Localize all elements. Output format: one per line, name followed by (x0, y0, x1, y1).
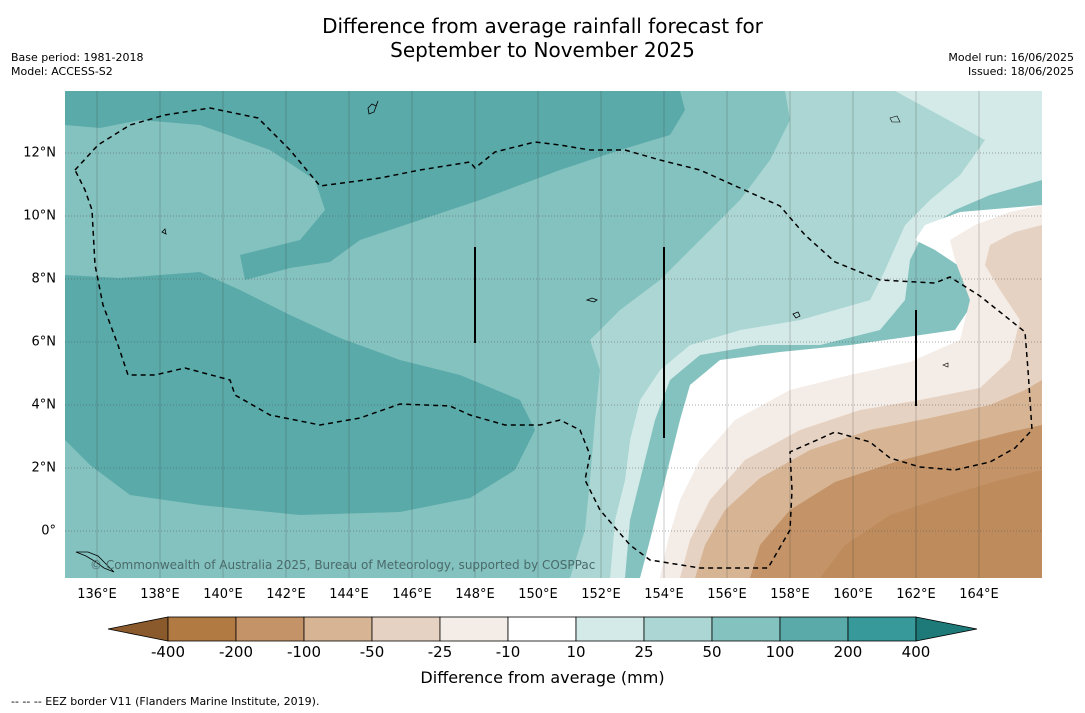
colorbar-swatch (439, 616, 509, 642)
eez-border (74, 107, 1033, 569)
rainfall-field (65, 91, 1042, 578)
model-info: Base period: 1981-2018 Model: ACCESS-S2 (11, 51, 143, 79)
colorbar-tick-label: -400 (150, 643, 186, 661)
lon-label: 152°E (581, 587, 621, 602)
longitude-markers (474, 247, 917, 438)
colorbar-tick-label: 50 (702, 643, 722, 661)
band-100-200-north (65, 91, 685, 280)
lon-label: 150°E (518, 587, 558, 602)
lat-label: 0° (41, 523, 56, 539)
lon-label: 140°E (203, 587, 243, 602)
colorbar-swatch (643, 616, 713, 642)
colorbar-tick-label: 10 (566, 643, 586, 661)
lat-label: 2°N (31, 460, 57, 476)
lon-label: 142°E (266, 587, 306, 602)
colorbar-extend-high (915, 616, 978, 642)
lon-label: 164°E (959, 587, 999, 602)
colorbar-tick-label: 200 (833, 643, 863, 661)
colorbar-tick-label: -10 (495, 643, 521, 661)
lon-label: 154°E (644, 587, 684, 602)
lat-label: 12°N (23, 145, 56, 161)
colorbar-tick-label: -50 (359, 643, 385, 661)
colorbar-swatch (303, 616, 373, 642)
title-line-2: September to November 2025 (390, 38, 695, 62)
lat-label: 6°N (31, 334, 57, 350)
model-name: Model: ACCESS-S2 (11, 65, 113, 78)
islands (75, 100, 949, 573)
issued-date: Issued: 18/06/2025 (967, 65, 1074, 78)
colorbar-tick-label: -25 (427, 643, 453, 661)
copyright-credit: © Commonwealth of Australia 2025, Bureau… (90, 558, 596, 572)
colorbar-swatch (711, 616, 781, 642)
colorbar-tick-label: 400 (901, 643, 931, 661)
model-run: Model run: 16/06/2025 (948, 51, 1074, 64)
colorbar-tick-label: -200 (218, 643, 254, 661)
band-minus200-400 (820, 470, 1042, 578)
lon-label: 156°E (707, 587, 747, 602)
band-10-25 (610, 91, 1042, 578)
lon-label: 136°E (77, 587, 117, 602)
colorbar-swatch (235, 616, 305, 642)
run-info: Model run: 16/06/2025 Issued: 18/06/2025 (948, 51, 1074, 79)
band-minus100-200 (750, 425, 1042, 578)
lat-label: 10°N (23, 208, 56, 224)
title-line-1: Difference from average rainfall forecas… (322, 14, 763, 38)
band-100-200-south (65, 272, 535, 515)
colorbar-swatch (779, 616, 849, 642)
lon-label: 148°E (455, 587, 495, 602)
colorbar-tick-label: 25 (634, 643, 654, 661)
base-period: Base period: 1981-2018 (11, 51, 144, 64)
lat-label: 8°N (31, 271, 57, 287)
colorbar-swatch (847, 616, 917, 642)
colorbar-swatch (575, 616, 645, 642)
colorbar-extend-low (107, 616, 169, 642)
lon-label: 160°E (833, 587, 873, 602)
colorbar-swatch (507, 616, 577, 642)
lon-label: 138°E (140, 587, 180, 602)
lon-label: 144°E (329, 587, 369, 602)
lon-label: 162°E (896, 587, 936, 602)
colorbar-swatch (167, 616, 237, 642)
colorbar-tick-label: 100 (765, 643, 795, 661)
lat-label: 4°N (31, 397, 57, 413)
graticule (65, 91, 1042, 578)
colorbar-tick-label: -100 (286, 643, 322, 661)
colorbar-label: Difference from average (mm) (420, 668, 665, 687)
lon-label: 146°E (392, 587, 432, 602)
lon-label: 158°E (770, 587, 810, 602)
footnote: -- -- -- EEZ border V11 (Flanders Marine… (11, 695, 320, 708)
chart-title: Difference from average rainfall forecas… (0, 14, 1085, 62)
colorbar-swatch (371, 616, 441, 642)
